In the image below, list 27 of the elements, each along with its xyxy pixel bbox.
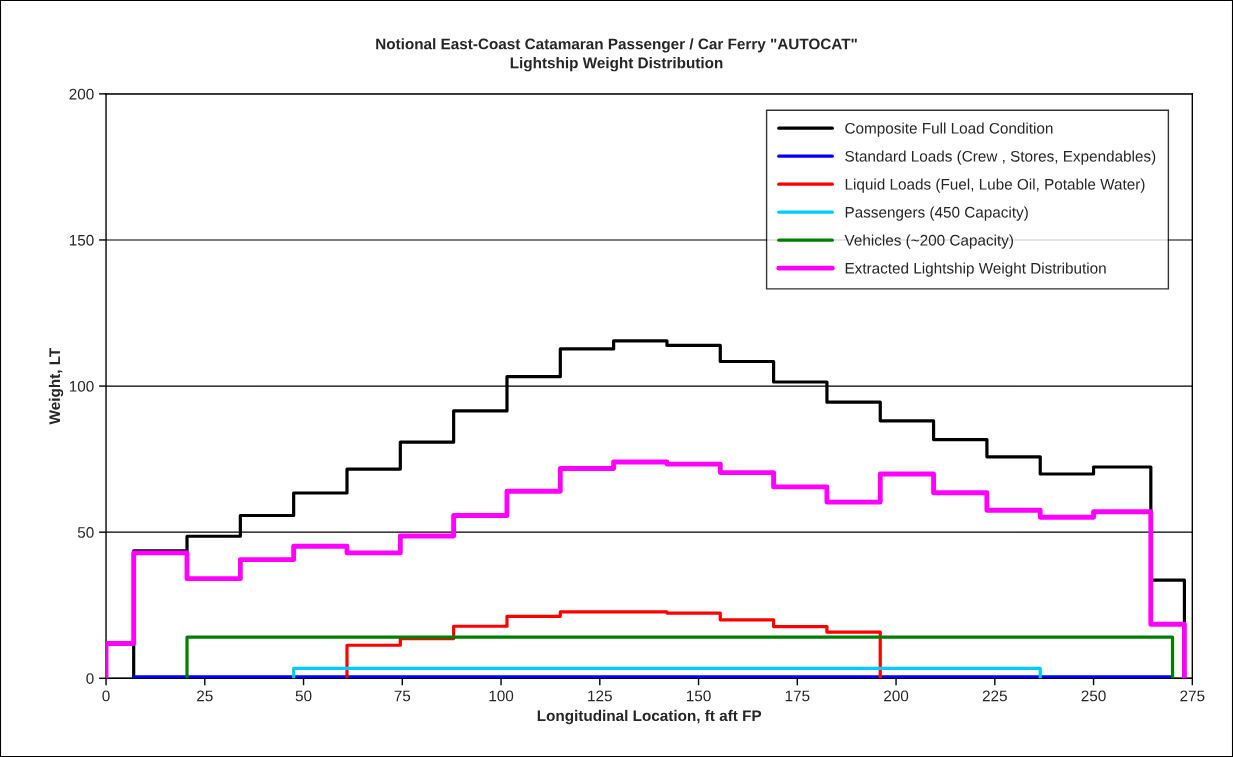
- x-tick-label: 275: [1180, 690, 1205, 702]
- chart-subtitle: Lightship Weight Distribution: [510, 57, 723, 72]
- x-tick-label: 50: [295, 690, 312, 702]
- legend-label: Composite Full Load Condition: [845, 122, 1053, 137]
- x-tick-label: 200: [884, 690, 909, 702]
- y-tick-label: 200: [69, 88, 94, 100]
- x-tick-label: 125: [588, 690, 612, 702]
- x-tick-label: 75: [394, 690, 411, 702]
- x-axis-title: Longitudinal Location, ft aft FP: [537, 709, 762, 725]
- x-tick-label: 25: [197, 690, 213, 702]
- y-tick-label: 150: [69, 234, 94, 246]
- legend-label: Extracted Lightship Weight Distribution: [845, 262, 1106, 277]
- y-tick-label: 0: [86, 673, 94, 684]
- x-tick-label: 0: [102, 690, 110, 702]
- y-axis-title: Weight, LT: [48, 347, 64, 425]
- y-tick-label: 50: [77, 527, 94, 538]
- x-tick-label: 100: [489, 690, 514, 702]
- chart-title: Notional East-Coast Catamaran Passenger / Car Ferry "AUTOCAT": [376, 38, 857, 53]
- legend-label: Standard Loads (Crew , Stores, Expendables): [845, 150, 1156, 165]
- legend-label: Vehicles (~200 Capacity): [844, 234, 1013, 249]
- legend-label: Passengers (450 Capacity): [845, 206, 1028, 221]
- x-tick-label: 150: [686, 690, 711, 702]
- x-tick-label: 225: [982, 690, 1007, 702]
- x-tick-label: 175: [785, 690, 810, 702]
- legend-label: Liquid Loads (Fuel, Lube Oil, Potable Water): [845, 178, 1145, 193]
- x-tick-label: 250: [1081, 690, 1106, 702]
- y-tick-label: 100: [69, 380, 94, 392]
